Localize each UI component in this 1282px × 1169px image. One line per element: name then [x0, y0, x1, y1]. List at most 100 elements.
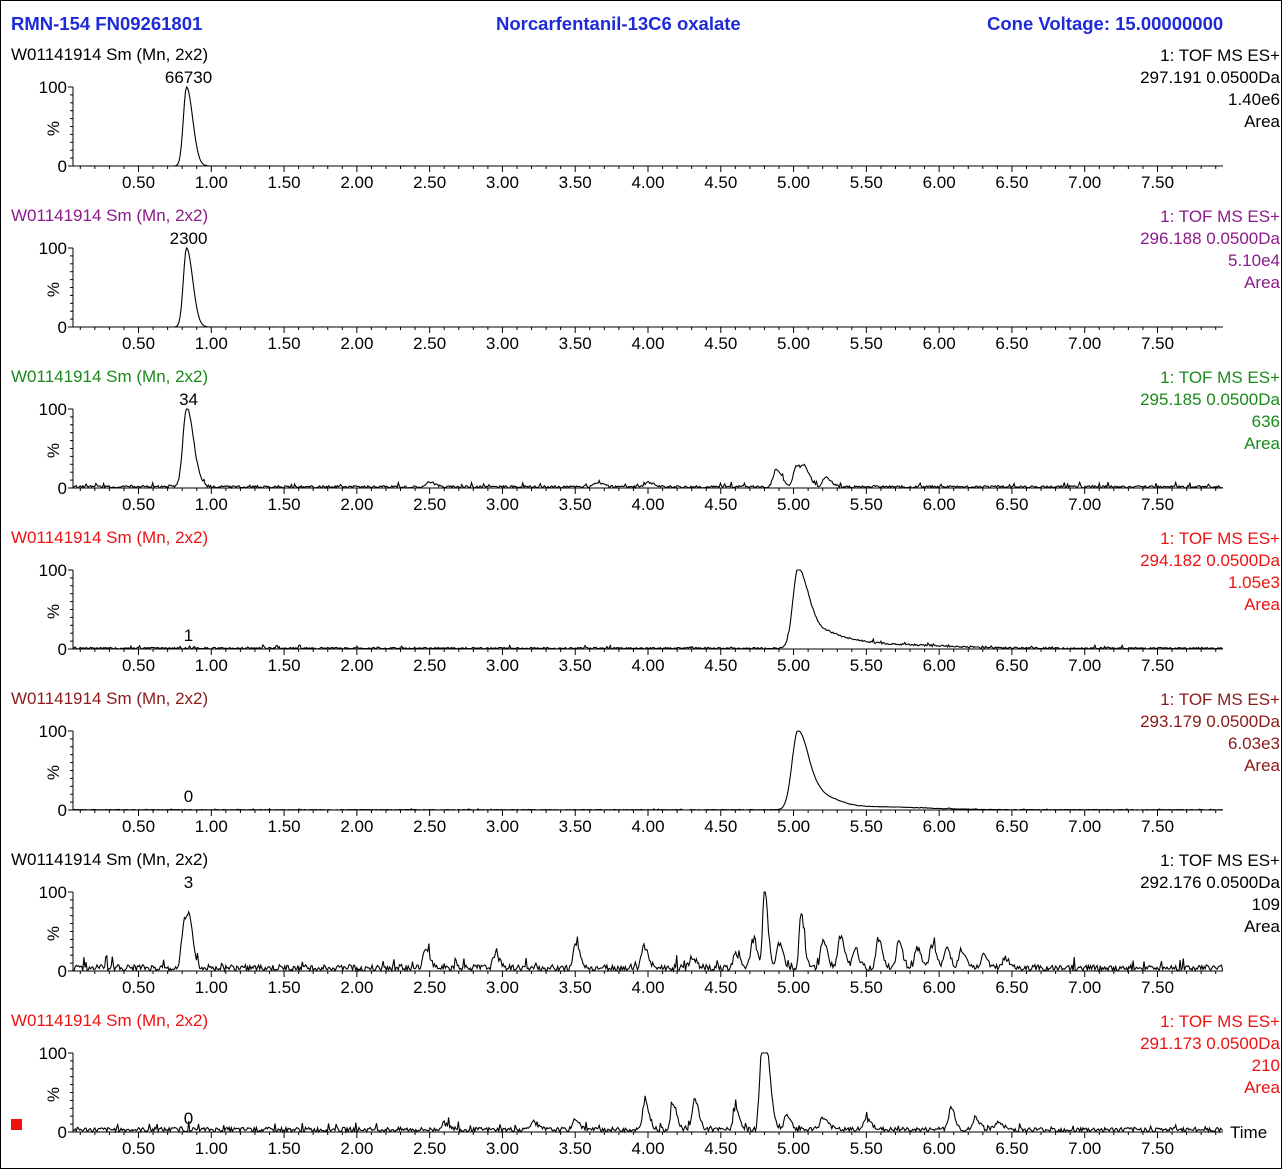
x-tick-label: 7.00: [1068, 978, 1101, 997]
chromatogram-panel: W01141914 Sm (Mn, 2x2) 1: TOF MS ES+ 293.1…: [1, 689, 1281, 850]
sample-label: W01141914 Sm (Mn, 2x2): [11, 850, 209, 869]
trace-plot: 100 0% 0.50 1.00 1.50 2.00 2.50 3.00 3.50 4.00 4.5…: [39, 722, 1223, 836]
trace-scan: 1: TOF MS ES+: [1160, 851, 1280, 870]
x-tick-label: 2.50: [413, 656, 446, 675]
x-tick-label: 6.00: [923, 334, 956, 353]
x-tick-label: 6.50: [995, 173, 1028, 192]
y-tick-label: 0: [58, 157, 67, 176]
x-tick-label: 2.50: [413, 334, 446, 353]
y-tick-label: 0: [58, 1123, 67, 1142]
x-tick-label: 0.50: [122, 495, 155, 514]
trace-mode: Area: [1244, 1078, 1280, 1097]
x-tick-label: 1.00: [195, 978, 228, 997]
y-tick-label: 100: [39, 239, 67, 258]
x-tick-label: 5.50: [850, 495, 883, 514]
trace-mass: 292.176 0.0500Da: [1140, 873, 1280, 892]
x-tick-label: 1.50: [268, 817, 301, 836]
peak-label: 34: [179, 390, 198, 409]
sample-label: W01141914 Sm (Mn, 2x2): [11, 206, 209, 225]
x-tick-label: 4.00: [631, 1139, 664, 1158]
trace-info: 1: TOF MS ES+ 295.185 0.0500Da 636 Area: [1020, 367, 1280, 455]
y-tick-label: 0: [58, 801, 67, 820]
x-tick-label: 6.50: [995, 656, 1028, 675]
trace-plot: 100 0% 0.50 1.00 1.50 2.00 2.50 3.00 3.50 4.00 4.5…: [39, 229, 1223, 353]
sample-label: W01141914 Sm (Mn, 2x2): [11, 45, 209, 64]
x-tick-label: 6.00: [923, 1139, 956, 1158]
y-tick-label: 0: [58, 640, 67, 659]
compound-name: Norcarfentanil-13C6 oxalate: [496, 13, 741, 34]
chromatogram-trace: [73, 730, 1223, 811]
x-tick-label: 5.50: [850, 817, 883, 836]
trace-info: 1: TOF MS ES+ 293.179 0.0500Da 6.03e3 Area: [1020, 689, 1280, 777]
x-tick-label: 3.50: [559, 173, 592, 192]
x-tick-label: 3.00: [486, 173, 519, 192]
peak-label: 2300: [170, 229, 208, 248]
x-tick-label: 6.00: [923, 817, 956, 836]
x-tick-label: 0.50: [122, 1139, 155, 1158]
trace-scan: 1: TOF MS ES+: [1160, 1012, 1280, 1031]
trace-mode: Area: [1244, 112, 1280, 131]
x-tick-label: 5.50: [850, 173, 883, 192]
trace-plot: 100 0% 0.50 1.00 1.50 2.00 2.50 3.00 3.50 4.00 4.5…: [39, 873, 1224, 997]
x-tick-label: 6.50: [995, 334, 1028, 353]
x-tick-label: 1.50: [268, 978, 301, 997]
x-tick-label: 5.00: [777, 173, 810, 192]
x-tick-label: 2.00: [340, 495, 373, 514]
x-tick-label: 2.00: [340, 978, 373, 997]
x-tick-label: 3.00: [486, 1139, 519, 1158]
x-tick-label: 7.00: [1068, 495, 1101, 514]
x-tick-label: 4.50: [704, 1139, 737, 1158]
x-tick-label: 4.50: [704, 817, 737, 836]
x-tick-label: 4.00: [631, 334, 664, 353]
x-tick-label: 3.50: [559, 334, 592, 353]
sample-label: W01141914 Sm (Mn, 2x2): [11, 689, 209, 708]
chromatogram-panel: W01141914 Sm (Mn, 2x2) 1: TOF MS ES+ 295.1…: [1, 367, 1281, 528]
x-tick-label: 7.50: [1141, 1139, 1174, 1158]
y-tick-label: 100: [39, 883, 67, 902]
x-tick-label: 2.50: [413, 817, 446, 836]
x-tick-label: 1.00: [195, 817, 228, 836]
y-tick-label: 100: [39, 78, 67, 97]
x-tick-label: 5.00: [777, 978, 810, 997]
peak-label: 0: [184, 1109, 193, 1128]
y-tick-label: 100: [39, 561, 67, 580]
x-tick-label: 3.50: [559, 817, 592, 836]
sample-label: W01141914 Sm (Mn, 2x2): [11, 1011, 209, 1030]
x-tick-label: 7.50: [1141, 334, 1174, 353]
selection-marker[interactable]: [11, 1119, 22, 1130]
x-tick-label: 5.00: [777, 334, 810, 353]
x-tick-label: 7.50: [1141, 817, 1174, 836]
x-tick-label: 7.00: [1068, 1139, 1101, 1158]
y-tick-label: 0: [58, 318, 67, 337]
x-tick-label: 4.50: [704, 334, 737, 353]
x-tick-label: 7.00: [1068, 656, 1101, 675]
y-axis-label: %: [44, 121, 63, 136]
trace-intensity: 5.10e4: [1228, 251, 1280, 270]
trace-mass: 295.185 0.0500Da: [1140, 390, 1280, 409]
x-tick-label: 0.50: [122, 817, 155, 836]
x-tick-label: 6.00: [923, 495, 956, 514]
x-tick-label: 6.50: [995, 1139, 1028, 1158]
x-tick-label: 6.50: [995, 495, 1028, 514]
x-tick-label: 4.00: [631, 978, 664, 997]
peak-label: 1: [184, 626, 193, 645]
report-id: RMN-154 FN09261801: [11, 13, 203, 34]
trace-scan: 1: TOF MS ES+: [1160, 690, 1280, 709]
x-tick-label: 4.50: [704, 495, 737, 514]
trace-info: 1: TOF MS ES+ 296.188 0.0500Da 5.10e4 Area: [1020, 206, 1280, 294]
peak-label: 0: [184, 787, 193, 806]
x-tick-label: 3.00: [486, 978, 519, 997]
y-axis-label: %: [44, 926, 63, 941]
x-tick-label: 1.50: [268, 173, 301, 192]
chromatogram-panel: W01141914 Sm (Mn, 2x2) 1: TOF MS ES+ 296.1…: [1, 206, 1281, 367]
trace-plot: 100 0% 0.50 1.00 1.50 2.00 2.50 3.00 3.50 4.00 4.5…: [39, 68, 1223, 192]
x-tick-label: 5.00: [777, 495, 810, 514]
trace-info: 1: TOF MS ES+ 292.176 0.0500Da 109 Area: [1020, 850, 1280, 938]
trace-mass: 297.191 0.0500Da: [1140, 68, 1280, 87]
x-tick-label: 7.50: [1141, 173, 1174, 192]
x-tick-label: 2.00: [340, 334, 373, 353]
y-tick-label: 0: [58, 479, 67, 498]
x-tick-label: 3.00: [486, 334, 519, 353]
x-tick-label: 0.50: [122, 656, 155, 675]
